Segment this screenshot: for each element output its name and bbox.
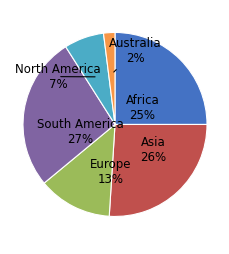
Wedge shape — [44, 124, 114, 216]
Text: Asia
26%: Asia 26% — [140, 136, 166, 164]
Wedge shape — [114, 33, 206, 124]
Wedge shape — [65, 33, 114, 124]
Text: Australia
2%: Australia 2% — [109, 37, 161, 72]
Text: Africa
25%: Africa 25% — [125, 94, 159, 122]
Text: North America
7%: North America 7% — [15, 63, 100, 91]
Text: South America
27%: South America 27% — [36, 118, 123, 146]
Wedge shape — [109, 124, 206, 216]
Text: Europe
13%: Europe 13% — [89, 158, 131, 186]
Wedge shape — [103, 33, 114, 124]
Wedge shape — [23, 47, 115, 183]
